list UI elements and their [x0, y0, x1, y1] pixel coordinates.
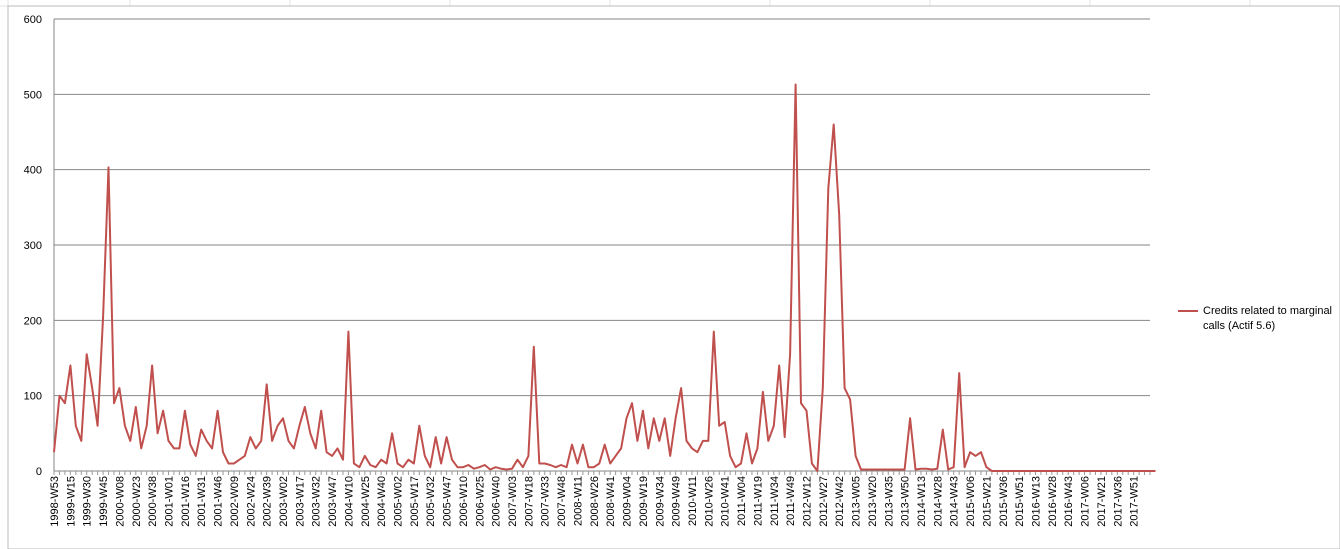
x-tick-label: 2017-W51	[1129, 476, 1141, 527]
x-tick-label: 2011-W49	[785, 476, 797, 526]
x-tick-label: 2002-W09	[229, 476, 241, 527]
y-tick-label: 300	[24, 240, 42, 252]
x-tick-label: 2006-W40	[491, 476, 503, 527]
x-tick-label: 2014-W43	[949, 476, 961, 527]
x-tick-label: 2006-W25	[474, 476, 486, 527]
y-tick-label: 200	[24, 315, 42, 327]
x-tick-label: 2005-W02	[393, 476, 405, 527]
x-tick-label: 2000-W08	[114, 476, 126, 527]
x-tick-label: 2013-W05	[851, 476, 863, 527]
x-tick-label: 2004-W40	[376, 476, 388, 527]
x-tick-label: 2010-W11	[687, 476, 699, 526]
x-tick-label: 2007-W48	[556, 476, 568, 527]
x-tick-label: 2007-W03	[507, 476, 519, 527]
legend-label: Credits related to marginal calls (Actif…	[1203, 305, 1333, 332]
x-tick-label: 2015-W51	[1014, 476, 1026, 527]
x-tick-label: 2002-W24	[245, 476, 257, 527]
y-tick-label: 600	[24, 14, 42, 26]
x-tick-label: 2003-W02	[278, 476, 290, 527]
x-tick-label: 2005-W17	[409, 476, 421, 527]
x-tick-label: 2014-W13	[916, 476, 928, 527]
x-tick-label: 2009-W34	[654, 476, 666, 527]
y-tick-label: 100	[24, 391, 42, 403]
x-tick-label: 2005-W47	[442, 476, 454, 527]
x-tick-label: 2008-W41	[605, 476, 617, 527]
x-tick-label: 2017-W06	[1080, 476, 1092, 527]
x-tick-label: 2005-W32	[425, 476, 437, 527]
x-tick-label: 2004-W25	[360, 476, 372, 527]
x-tick-label: 1999-W30	[82, 476, 94, 527]
x-tick-label: 2016-W13	[1030, 476, 1042, 527]
x-tick-label: 2011-W34	[769, 476, 781, 526]
y-tick-label: 500	[24, 89, 42, 101]
x-tick-label: 1999-W45	[98, 476, 110, 527]
x-tick-label: 2001-W46	[213, 476, 225, 527]
x-tick-label: 2001-W31	[196, 476, 208, 527]
x-tick-label: 2011-W19	[752, 476, 764, 526]
y-tick-label: 400	[24, 165, 42, 177]
x-tick-label: 2010-W26	[703, 476, 715, 527]
x-tick-label: 2007-W33	[540, 476, 552, 527]
x-tick-label: 2017-W21	[1096, 476, 1108, 527]
x-tick-label: 2006-W10	[458, 476, 470, 527]
x-tick-label: 2017-W36	[1112, 476, 1124, 527]
x-tick-label: 2000-W23	[131, 476, 143, 527]
x-tick-label: 2013-W35	[883, 476, 895, 527]
x-tick-label: 2013-W50	[900, 476, 912, 527]
x-tick-label: 2010-W41	[720, 476, 732, 527]
x-tick-label: 2013-W20	[867, 476, 879, 527]
x-tick-label: 2001-W01	[164, 476, 176, 527]
x-tick-label: 2003-W17	[294, 476, 306, 527]
x-tick-label: 2015-W21	[981, 476, 993, 527]
x-tick-label: 2009-W49	[671, 476, 683, 527]
x-tick-label: 2016-W28	[1047, 476, 1059, 527]
x-tick-label: 2003-W32	[311, 476, 323, 527]
x-tick-label: 2012-W12	[801, 476, 813, 527]
x-tick-label: 2003-W47	[327, 476, 339, 527]
chart-area	[7, 5, 1340, 549]
x-tick-label: 2015-W36	[998, 476, 1010, 527]
x-tick-label: 2015-W06	[965, 476, 977, 527]
x-tick-label: 2009-W19	[638, 476, 650, 527]
x-tick-label: 2012-W42	[834, 476, 846, 527]
x-tick-label: 2004-W10	[343, 476, 355, 527]
x-tick-label: 2008-W11	[572, 476, 584, 526]
x-tick-label: 1998-W53	[49, 476, 61, 527]
x-tick-label: 1999-W15	[65, 476, 77, 527]
x-tick-label: 2002-W39	[262, 476, 274, 527]
x-tick-label: 2000-W38	[147, 476, 159, 527]
y-tick-label: 0	[36, 466, 42, 478]
series-line	[53, 83, 1156, 472]
x-tick-label: 2008-W26	[589, 476, 601, 527]
x-tick-label: 2007-W18	[523, 476, 535, 527]
x-tick-label: 2012-W27	[818, 476, 830, 527]
x-tick-label: 2009-W04	[622, 476, 634, 527]
x-tick-label: 2016-W43	[1063, 476, 1075, 527]
x-tick-label: 2001-W16	[180, 476, 192, 527]
x-tick-label: 2011-W04	[736, 476, 748, 526]
x-tick-label: 2014-W28	[932, 476, 944, 527]
